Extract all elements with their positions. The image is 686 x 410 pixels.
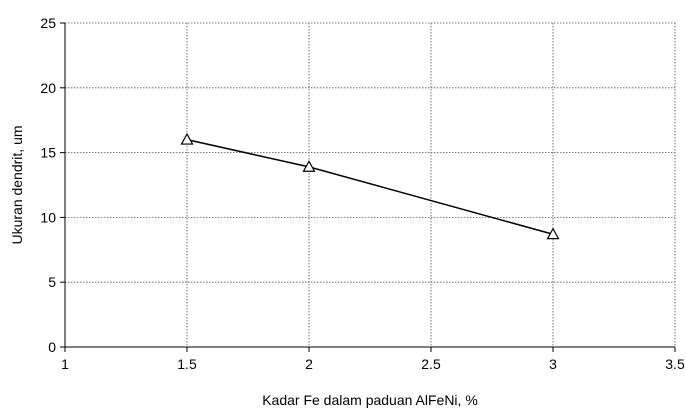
- y-ticks: 0 5 10 15 20 25: [40, 15, 65, 355]
- series-layer: [180, 132, 560, 240]
- x-tick-label: 2: [305, 356, 313, 372]
- axes: [64, 23, 675, 348]
- x-tick-label: 3: [549, 356, 557, 372]
- x-tick-label: 2.5: [421, 356, 441, 372]
- x-tick-label: 1.5: [177, 356, 197, 372]
- data-point: [546, 227, 560, 240]
- y-tick-label: 5: [48, 274, 56, 290]
- x-tick-label: 1: [61, 356, 69, 372]
- x-tick-label: 3.5: [665, 356, 685, 372]
- x-axis-title: Kadar Fe dalam paduan AlFeNi, %: [262, 392, 478, 408]
- data-point: [302, 160, 316, 172]
- y-tick-label: 25: [40, 15, 56, 31]
- y-tick-label: 10: [40, 209, 56, 225]
- data-point: [180, 132, 194, 145]
- series-line: [186, 138, 554, 235]
- y-tick-label: 15: [40, 145, 56, 161]
- y-axis-title: Ukuran dendrit, um: [9, 125, 25, 244]
- y-tick-label: 20: [40, 80, 56, 96]
- x-ticks: 1 1.5 2 2.5 3 3.5: [61, 347, 685, 372]
- y-tick-label: 0: [48, 339, 56, 355]
- grid: [65, 22, 676, 347]
